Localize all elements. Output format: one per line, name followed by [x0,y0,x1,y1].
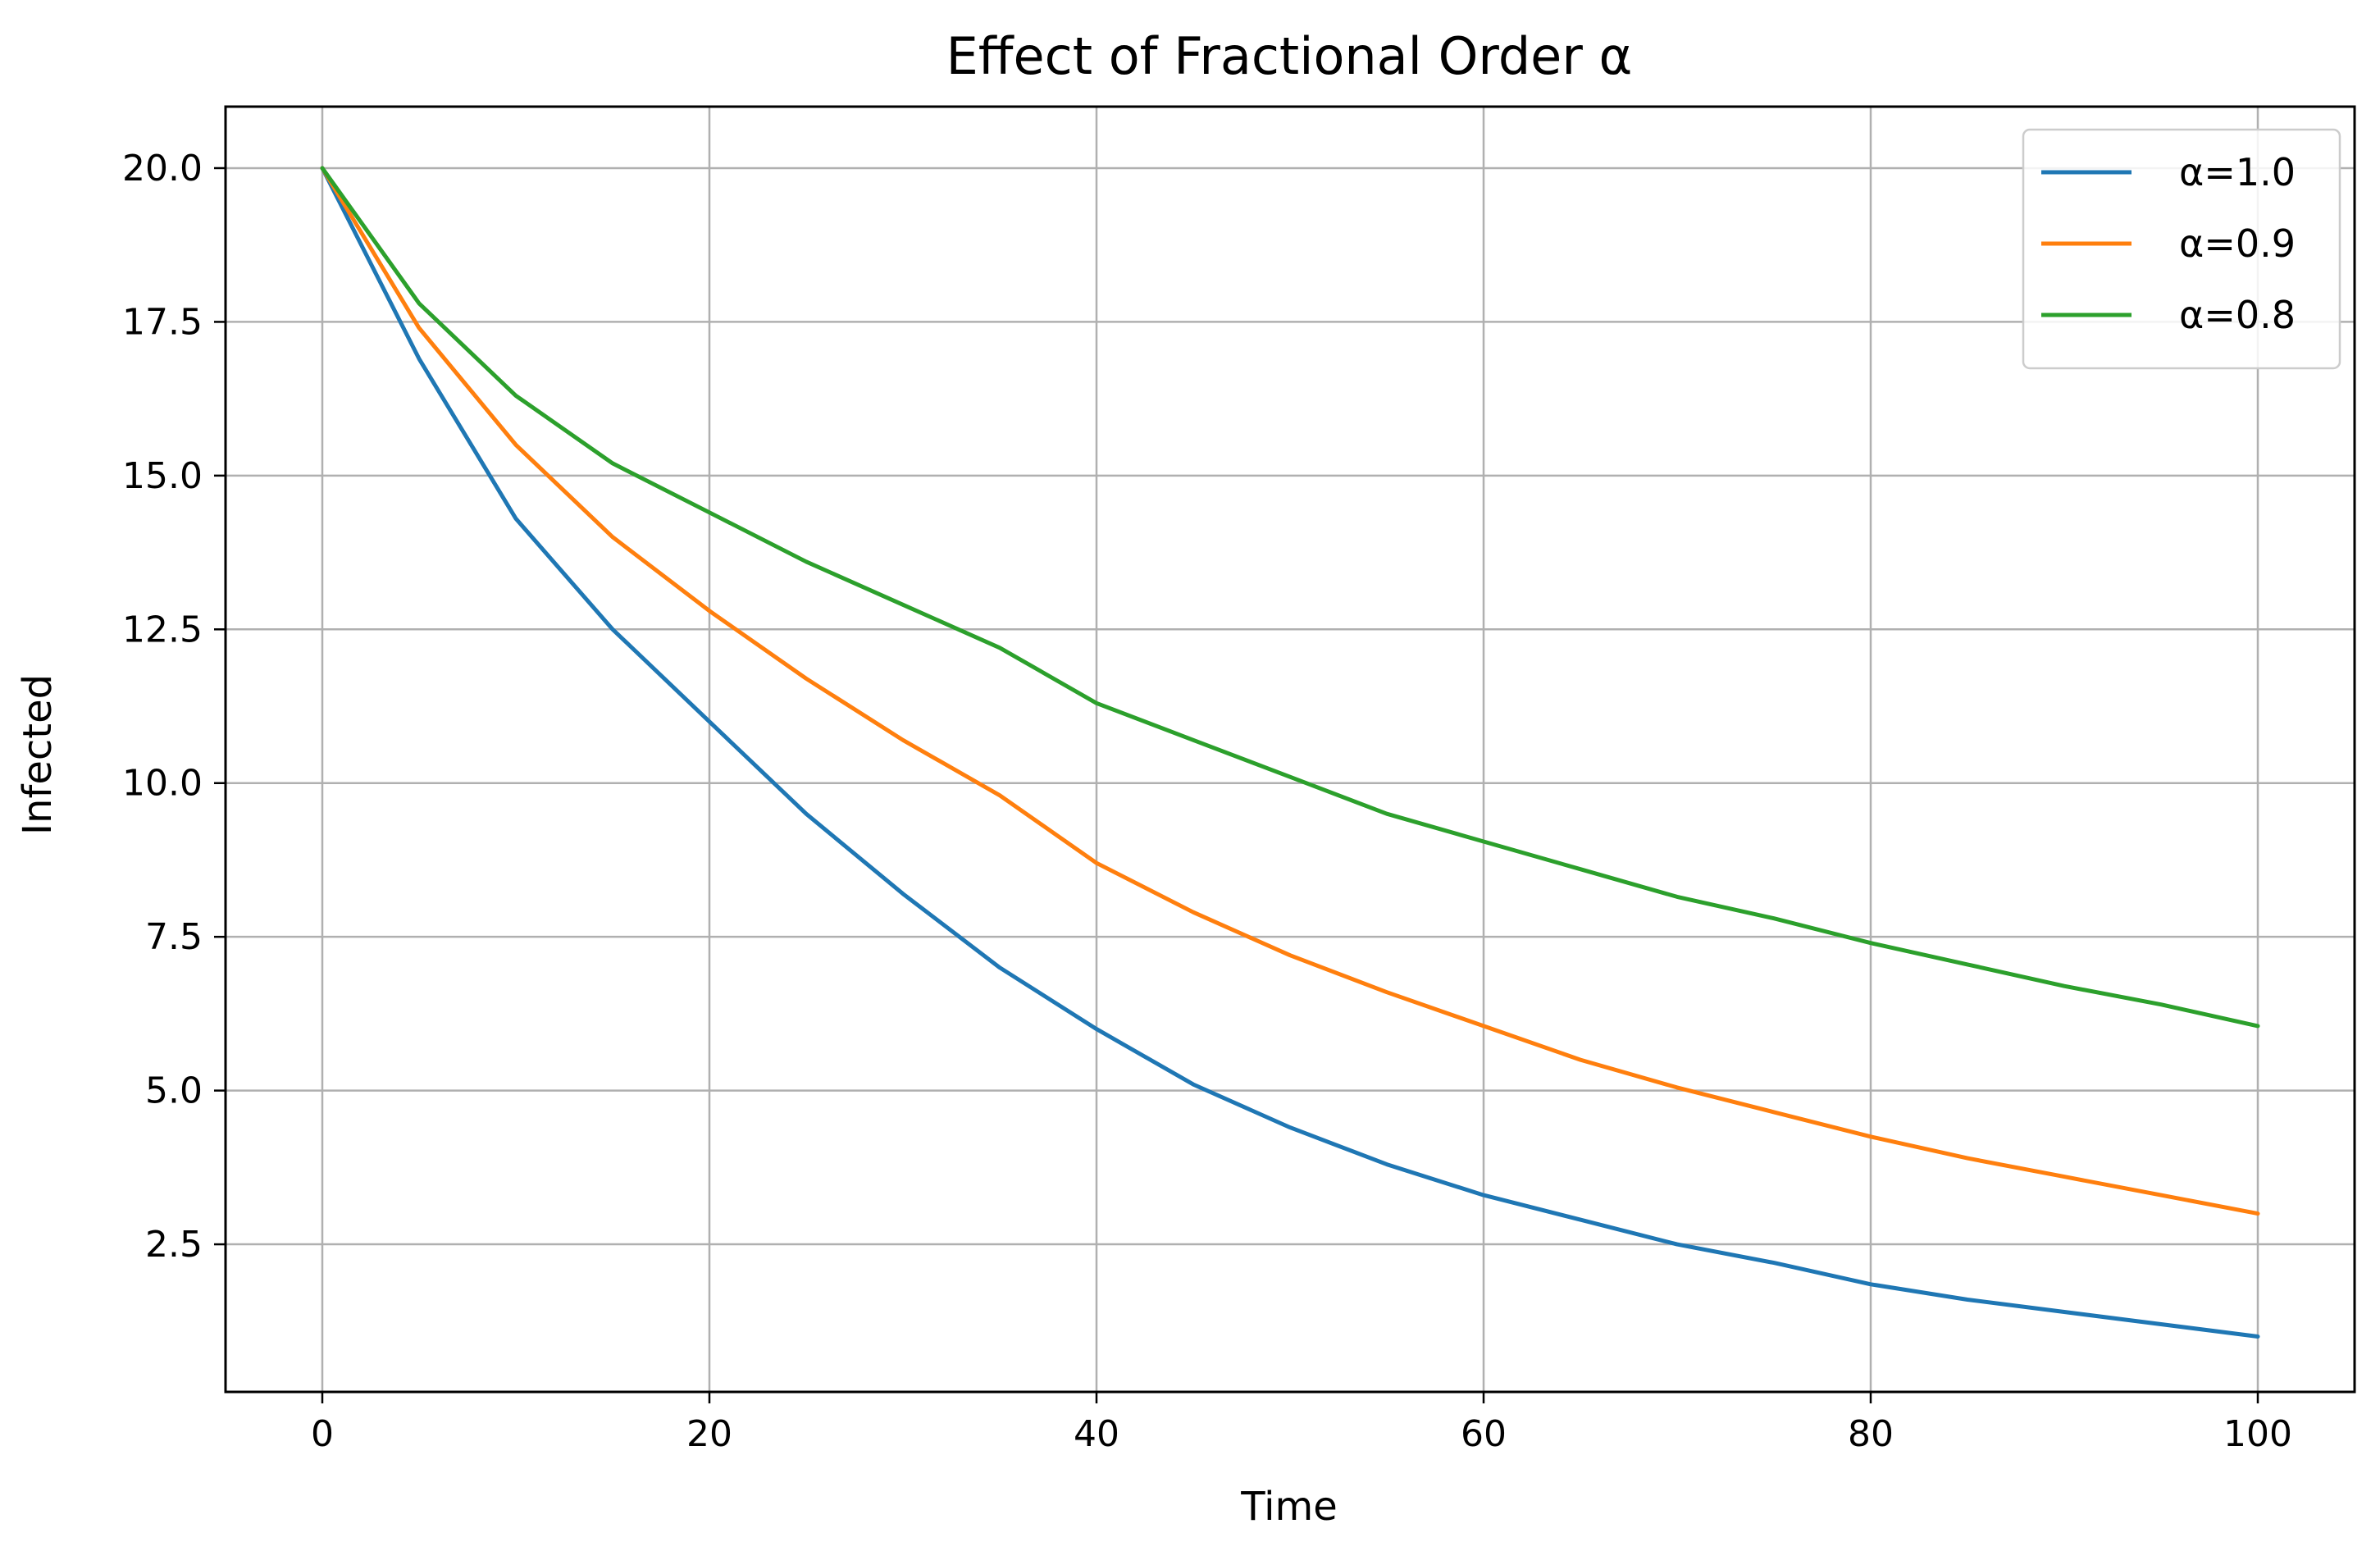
legend-label: α=0.8 [2179,293,2296,337]
y-tick-label: 2.5 [145,1224,203,1266]
series-lines [320,166,2260,1339]
x-tick-label: 100 [2223,1413,2292,1455]
legend-label: α=0.9 [2179,221,2296,266]
legend-box [2022,128,2341,370]
x-axis-ticks: 0 20 40 60 80 100 [311,1392,2292,1455]
y-axis-label: Infected [15,674,61,835]
legend-label: α=1.0 [2179,150,2296,194]
y-tick-label: 7.5 [145,916,203,958]
series-line-1 [320,166,2260,1216]
y-tick-label: 15.0 [122,455,203,497]
legend: α=1.0 α=0.9 α=0.8 [2022,128,2341,370]
y-tick-label: 20.0 [122,148,203,189]
x-tick-label: 80 [1848,1413,1894,1455]
x-tick-label: 40 [1074,1413,1119,1455]
y-tick-label: 5.0 [145,1070,203,1112]
y-tick-label: 10.0 [122,763,203,805]
series-line-0 [320,166,2260,1339]
chart-title: Effect of Fractional Order α [946,26,1633,86]
plot-frame [224,105,2356,1394]
x-tick-label: 60 [1461,1413,1507,1455]
y-tick-label: 17.5 [122,301,203,343]
series-line-2 [320,166,2260,1029]
x-axis-label: Time [1240,1484,1337,1530]
x-tick-label: 20 [686,1413,732,1455]
x-tick-label: 0 [311,1413,334,1455]
y-axis-ticks: 2.5 5.0 7.5 10.0 12.5 15.0 17.5 20.0 [122,148,226,1266]
y-tick-label: 12.5 [122,609,203,650]
